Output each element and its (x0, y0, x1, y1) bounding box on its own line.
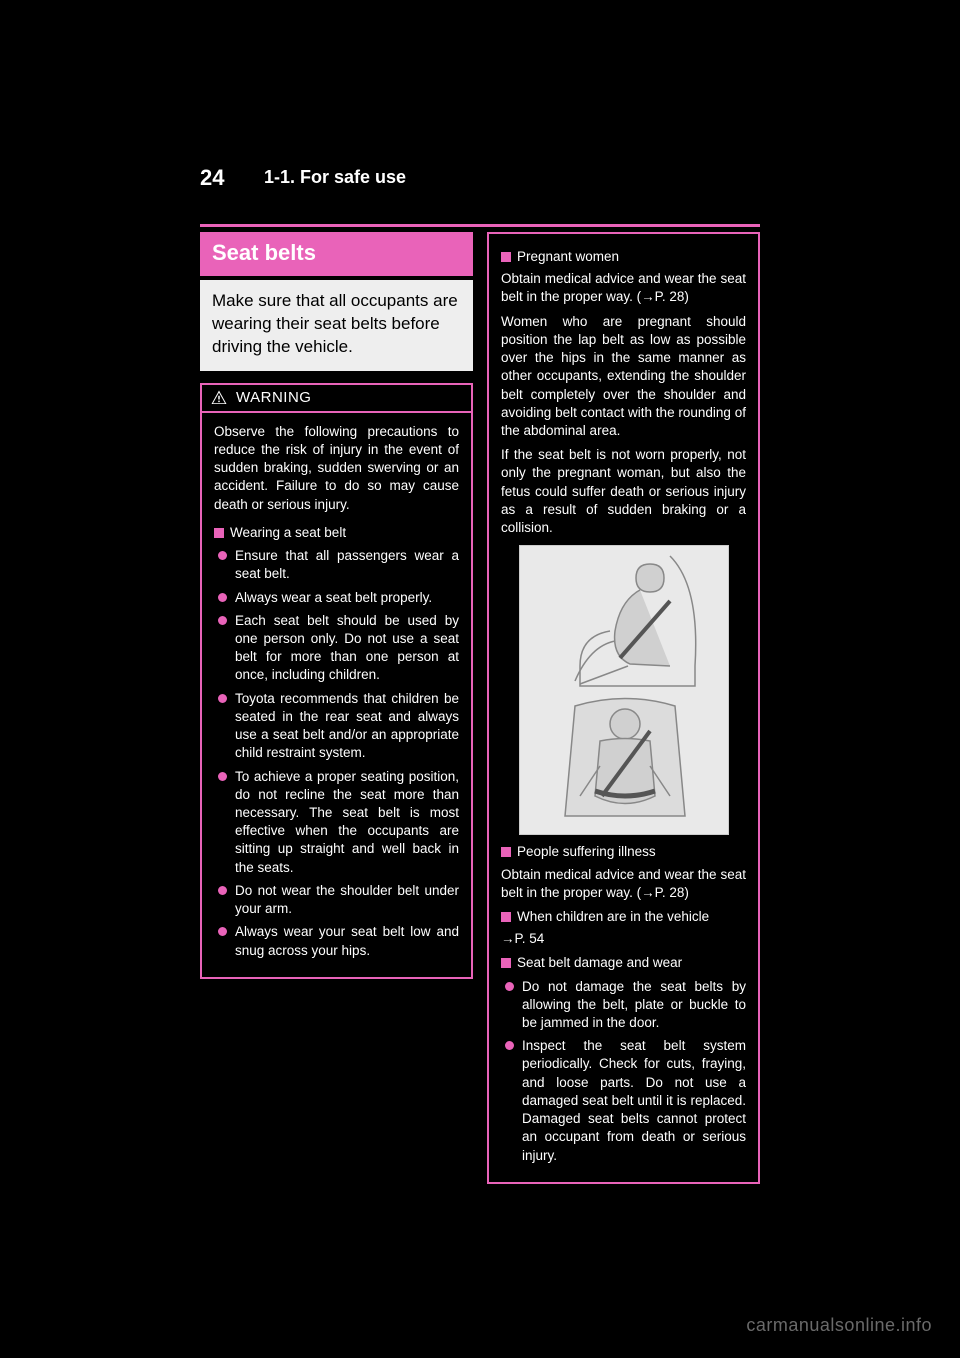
list-item: Inspect the seat belt system periodicall… (505, 1037, 746, 1165)
square-bullet-icon (214, 528, 224, 538)
page-header: 24 1-1. For safe use (200, 165, 760, 205)
square-bullet-icon (501, 252, 511, 262)
dot-icon (218, 927, 227, 936)
content-columns: Seat belts Make sure that all occupants … (200, 232, 760, 1184)
dot-icon (218, 593, 227, 602)
dot-icon (218, 694, 227, 703)
bullet-text: Always wear a seat belt properly. (235, 589, 459, 607)
header-rule (200, 224, 760, 227)
bullet-text: To achieve a proper seating position, do… (235, 768, 459, 877)
bullet-text: Always wear your seat belt low and snug … (235, 923, 459, 959)
page-number: 24 (200, 165, 224, 191)
subhead-illness: People suffering illness (501, 843, 746, 861)
subhead-text: Seat belt damage and wear (517, 954, 682, 972)
list-item: Toyota recommends that children be seate… (218, 690, 459, 763)
list-item: To achieve a proper seating position, do… (218, 768, 459, 877)
subhead-text: People suffering illness (517, 843, 656, 861)
paragraph: →P. 54 (501, 930, 746, 948)
square-bullet-icon (501, 958, 511, 968)
square-bullet-icon (501, 847, 511, 857)
bullet-text: Inspect the seat belt system periodicall… (522, 1037, 746, 1165)
section-title: Seat belts (200, 232, 473, 276)
list-item: Each seat belt should be used by one per… (218, 612, 459, 685)
list-item: Always wear a seat belt properly. (218, 589, 459, 607)
square-bullet-icon (501, 912, 511, 922)
bullet-text: Ensure that all passengers wear a seat b… (235, 547, 459, 583)
dot-icon (505, 1041, 514, 1050)
watermark: carmanualsonline.info (746, 1315, 932, 1336)
list-item: Ensure that all passengers wear a seat b… (218, 547, 459, 583)
paragraph: Obtain medical advice and wear the seat … (501, 270, 746, 306)
warning-intro: Observe the following precautions to red… (214, 423, 459, 514)
illustration-container (501, 545, 746, 835)
dot-icon (218, 551, 227, 560)
list-item: Always wear your seat belt low and snug … (218, 923, 459, 959)
bullet-text: Do not wear the shoulder belt under your… (235, 882, 459, 918)
dot-icon (218, 886, 227, 895)
subhead-text: Pregnant women (517, 248, 619, 266)
list-item: Do not damage the seat belts by allowing… (505, 978, 746, 1033)
warning-content-right: Pregnant women Obtain medical advice and… (489, 234, 758, 1182)
paragraph: Obtain medical advice and wear the seat … (501, 866, 746, 902)
bullet-text: Toyota recommends that children be seate… (235, 690, 459, 763)
warning-label: WARNING (236, 389, 311, 406)
subhead-children: When children are in the vehicle (501, 908, 746, 926)
subhead-pregnant: Pregnant women (501, 248, 746, 266)
warning-content-left: Observe the following precautions to red… (202, 413, 471, 977)
right-column: Pregnant women Obtain medical advice and… (487, 232, 760, 1184)
warning-box-right: Pregnant women Obtain medical advice and… (487, 232, 760, 1184)
paragraph: Women who are pregnant should position t… (501, 313, 746, 441)
subhead-wearing: Wearing a seat belt (214, 524, 459, 542)
dot-icon (218, 772, 227, 781)
chapter-label: 1-1. For safe use (264, 167, 406, 188)
section-intro: Make sure that all occupants are wearing… (200, 280, 473, 371)
paragraph: If the seat belt is not worn properly, n… (501, 446, 746, 537)
list-item: Do not wear the shoulder belt under your… (218, 882, 459, 918)
subhead-text: Wearing a seat belt (230, 524, 346, 542)
seatbelt-illustration (519, 545, 729, 835)
bullet-list-damage: Do not damage the seat belts by allowing… (505, 978, 746, 1165)
left-column: Seat belts Make sure that all occupants … (200, 232, 473, 1184)
warning-triangle-icon (210, 389, 228, 407)
bullet-list-left: Ensure that all passengers wear a seat b… (218, 547, 459, 960)
warning-box-left: WARNING Observe the following precaution… (200, 383, 473, 979)
warning-header: WARNING (202, 385, 471, 413)
dot-icon (505, 982, 514, 991)
bullet-text: Each seat belt should be used by one per… (235, 612, 459, 685)
subhead-text: When children are in the vehicle (517, 908, 709, 926)
dot-icon (218, 616, 227, 625)
bullet-text: Do not damage the seat belts by allowing… (522, 978, 746, 1033)
subhead-damage: Seat belt damage and wear (501, 954, 746, 972)
